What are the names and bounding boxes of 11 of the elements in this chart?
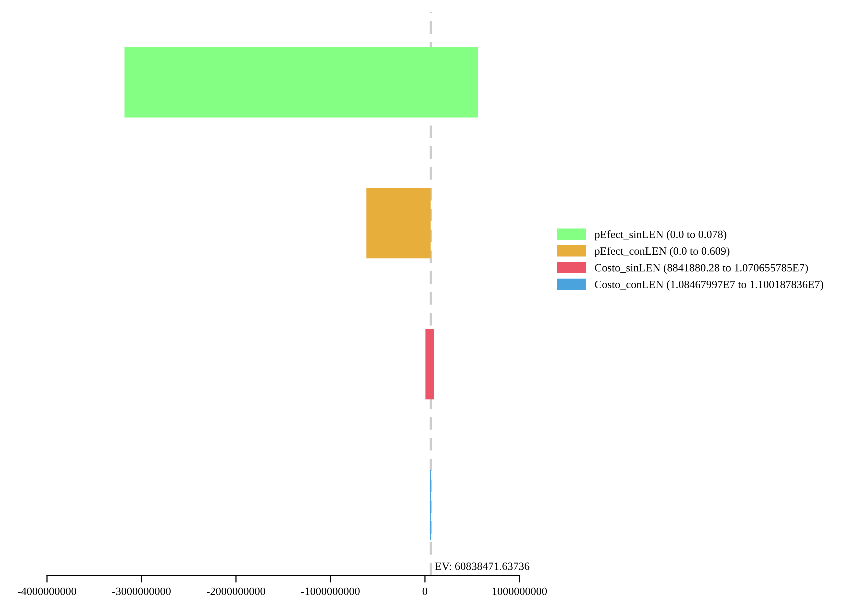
legend-label: pEfect_sinLEN (0.0 to 0.078) bbox=[594, 230, 727, 241]
ref-line-label: EV: 60838471.63736 bbox=[435, 562, 530, 570]
x-tick-label: -3000000000 bbox=[112, 588, 171, 596]
x-tick-label: -1000000000 bbox=[302, 588, 360, 596]
x-tick-label: 0 bbox=[422, 588, 428, 596]
legend-label: Costo_sinLEN (8841880.28 to 1.070655785E7) bbox=[595, 264, 808, 274]
x-tick-label: -4000000000 bbox=[18, 588, 76, 596]
legend-label: pEfect_conLEN (0.0 to 0.609) bbox=[594, 247, 730, 258]
x-tick-label: -2000000000 bbox=[207, 588, 266, 596]
x-tick-label: 1000000000 bbox=[492, 588, 548, 596]
legend-label: Costo_conLEN (1.08467997E7 to 1.100187836E7) bbox=[595, 280, 824, 291]
